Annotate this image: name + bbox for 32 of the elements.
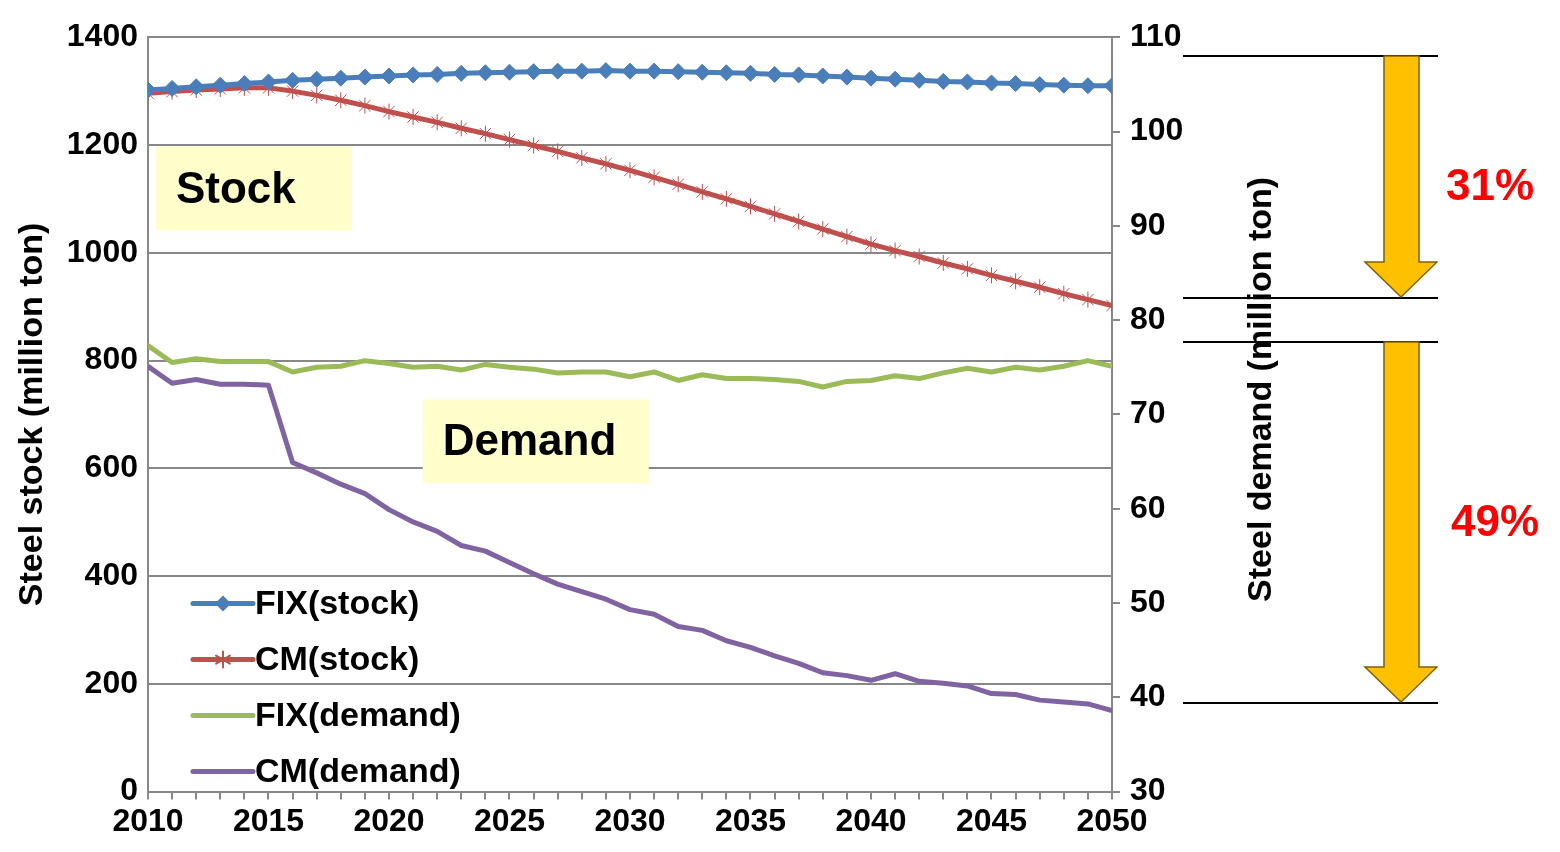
y2-tick-label: 100 (1130, 111, 1184, 148)
legend-label: CM(stock) (254, 638, 420, 677)
y-tick-label: 200 (84, 663, 138, 700)
x-tick-label: 2040 (835, 801, 907, 838)
y2-tick-label: 60 (1130, 488, 1166, 525)
y2-axis-title: Steel demand (million ton) (1240, 176, 1279, 602)
x-tick-label: 2020 (353, 801, 425, 838)
y-tick-label: 1200 (66, 124, 138, 161)
y-tick-label: 1400 (66, 17, 138, 54)
y2-tick-label: 80 (1130, 299, 1166, 336)
y2-tick-label: 50 (1130, 582, 1166, 619)
y2-tick-label: 90 (1130, 205, 1166, 242)
legend-label: CM(demand) (254, 750, 461, 789)
x-tick-label: 2035 (714, 801, 787, 838)
legend-label: FIX(demand) (254, 694, 461, 733)
legend-label: FIX(stock) (254, 582, 420, 621)
text: 49% (1450, 495, 1540, 545)
y2-tick-label: 70 (1130, 394, 1166, 431)
y2-tick-label: 40 (1130, 677, 1166, 714)
y-tick-label: 800 (84, 340, 138, 377)
y-tick-label: 1000 (66, 232, 138, 269)
y-tick-label: 600 (84, 448, 138, 485)
y-tick-label: 400 (84, 555, 138, 592)
annotation: Stock (175, 162, 297, 212)
y-axis-title: Steel stock (million ton) (10, 222, 49, 607)
x-tick-label: 2045 (955, 801, 1028, 838)
annotation: Demand (442, 415, 617, 465)
x-tick-label: 2030 (594, 801, 666, 838)
text: 31% (1445, 160, 1535, 210)
x-tick-label: 2015 (232, 801, 305, 838)
x-tick-label: 2025 (473, 801, 546, 838)
y2-tick-label: 110 (1130, 17, 1182, 54)
